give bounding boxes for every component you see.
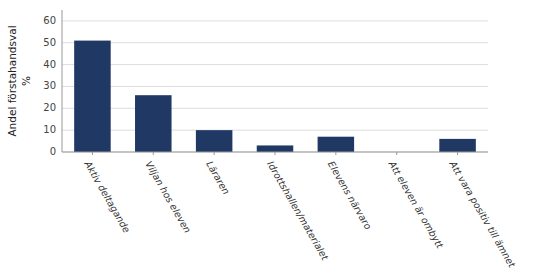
x-tick-label: Elevens närvaro [326, 159, 374, 231]
bar [135, 95, 172, 152]
y-axis-label: Andel förstahandsval% [6, 25, 32, 136]
y-axis-label-line: Andel förstahandsval [6, 25, 18, 136]
x-tick-label: Att vara positiv till ämnet [447, 158, 518, 270]
x-axis: Aktiv deltagandeViljan hos eleven Läraren… [62, 152, 518, 270]
y-tick-label: 30 [43, 80, 56, 91]
bar [74, 41, 111, 152]
x-tick-label: Idrottshallen/materialet [265, 159, 331, 263]
grid-line [62, 108, 488, 109]
grid-line [62, 20, 488, 21]
chart: 0 10 20 30 40 50 60 Andel förstahandsval% Aktiv … [0, 0, 546, 274]
x-tick [92, 152, 93, 155]
x-tick-label: Läraren [204, 159, 232, 196]
bar [439, 139, 476, 152]
y-tick-label: 40 [43, 59, 56, 70]
y-tick-label: 0 [50, 146, 56, 157]
y-axis-label-line: % [20, 76, 32, 86]
x-tick [396, 152, 397, 155]
y-tick-label: 50 [43, 37, 56, 48]
x-tick [457, 152, 458, 155]
grid-line [62, 42, 488, 43]
x-tick [335, 152, 336, 155]
grid-line [62, 86, 488, 87]
bar [196, 130, 233, 152]
grid-line [62, 130, 488, 131]
x-tick-label: Viljan hos eleven [143, 159, 193, 235]
x-tick [275, 152, 276, 155]
y-axis: 0 10 20 30 40 50 60 [43, 10, 62, 157]
y-tick-label: 10 [43, 124, 56, 135]
grid [62, 21, 488, 152]
chart-container: 0 10 20 30 40 50 60 Andel förstahandsval% Aktiv … [0, 0, 546, 274]
bars [74, 41, 476, 152]
y-tick-label: 60 [43, 15, 56, 26]
bar [257, 145, 294, 152]
x-tick [214, 152, 215, 155]
bar [318, 137, 355, 152]
x-tick-label: Att eleven är ombytt [386, 158, 446, 251]
y-tick-label: 20 [43, 102, 56, 113]
grid-line [62, 64, 488, 65]
x-tick [153, 152, 154, 155]
y-axis-line [62, 10, 63, 152]
x-tick-label: Aktiv deltagande [82, 158, 133, 234]
